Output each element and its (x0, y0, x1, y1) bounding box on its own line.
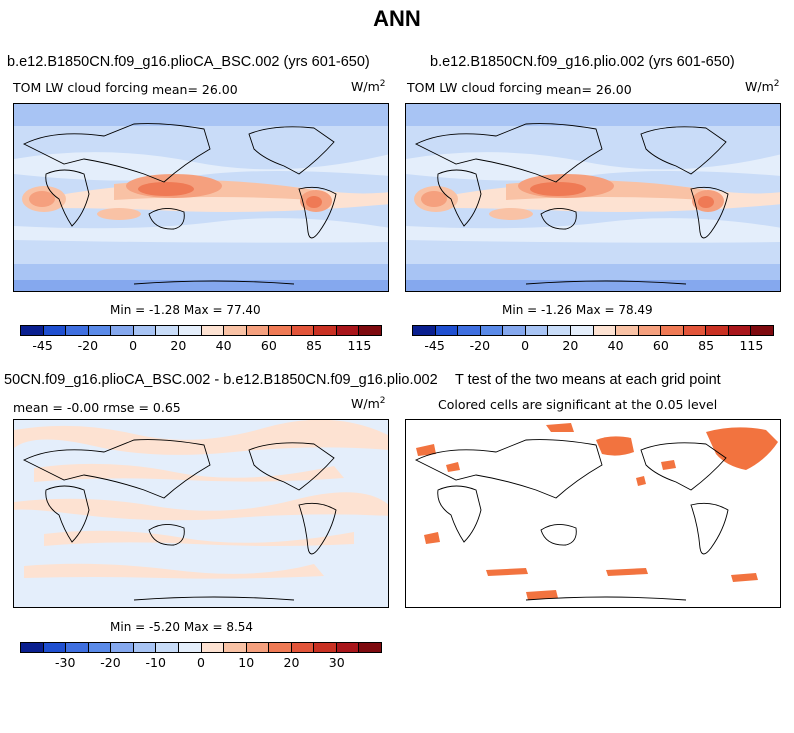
panel2-title: b.e12.B1850CN.f09_g16.plio.002 (yrs 601-… (430, 54, 735, 70)
colorbar-cell (43, 326, 67, 335)
colorbar-cell (359, 326, 381, 335)
colorbar-cell (156, 326, 179, 335)
colorbar-cell (661, 326, 684, 335)
panel4-map (405, 419, 781, 608)
colorbar-cell (178, 643, 202, 652)
colorbar-cell (728, 326, 752, 335)
colorbar-tick-label: 85 (698, 338, 715, 353)
colorbar-tick-label: 30 (328, 655, 345, 670)
colorbar-cell (246, 326, 270, 335)
colorbar-cell (706, 326, 729, 335)
colorbar-cell (133, 643, 157, 652)
panel4-title: T test of the two means at each grid poi… (455, 372, 721, 388)
colorbar-cell (246, 643, 270, 652)
colorbar-cell (413, 326, 436, 335)
colorbar-cell (359, 643, 381, 652)
panel2-units: W/m2 (745, 79, 780, 94)
colorbar-cell (21, 326, 44, 335)
panel1-mean: mean= 26.00 (152, 82, 238, 97)
colorbar-tick-label: -20 (77, 338, 99, 353)
colorbar-tick-label: -45 (32, 338, 53, 353)
panel1-map-graphic (14, 104, 388, 291)
colorbar-tick-label: 115 (347, 338, 372, 353)
colorbar-tick-label: 20 (283, 655, 300, 670)
colorbar-tick-label: 85 (306, 338, 323, 353)
colorbar-tick-label: 10 (238, 655, 255, 670)
figure-title: ANN (373, 6, 421, 31)
colorbar-tick-label: 60 (652, 338, 669, 353)
colorbar-cell (751, 326, 773, 335)
colorbar-cell (616, 326, 639, 335)
panel3-map-graphic (14, 420, 388, 607)
panel3-minmax: Min = -5.20 Max = 8.54 (110, 620, 254, 634)
colorbar-cell (503, 326, 526, 335)
colorbar-cell (66, 643, 89, 652)
panel2-map (405, 103, 781, 292)
colorbar-tick-label: 115 (739, 338, 764, 353)
colorbar-cell (269, 326, 292, 335)
colorbar-tick-label: 20 (562, 338, 579, 353)
colorbar-cell (88, 326, 112, 335)
panel1-colorbar (20, 325, 382, 336)
colorbar-tick-label: 0 (129, 338, 138, 353)
colorbar-cell (88, 643, 112, 652)
panel3-title: 50CN.f09_g16.plioCA_BSC.002 - b.e12.B185… (4, 372, 438, 388)
colorbar-cell (224, 326, 247, 335)
colorbar-tick-label: 40 (607, 338, 624, 353)
colorbar-cell (201, 643, 225, 652)
panel1-map (13, 103, 389, 292)
panel2-colorbar (412, 325, 774, 336)
panel4-map-graphic (406, 420, 780, 607)
panel2-minmax: Min = -1.26 Max = 78.49 (502, 303, 653, 317)
colorbar-cell (201, 326, 225, 335)
colorbar-tick-label: -30 (55, 655, 76, 670)
panel1-units: W/m2 (351, 79, 386, 94)
colorbar-tick-label: 60 (260, 338, 277, 353)
colorbar-cell (269, 643, 292, 652)
colorbar-cell (638, 326, 662, 335)
colorbar-tick-label: 40 (215, 338, 232, 353)
colorbar-cell (525, 326, 549, 335)
colorbar-cell (570, 326, 594, 335)
panel1-variable: TOM LW cloud forcing (13, 80, 149, 95)
panel2-variable: TOM LW cloud forcing (407, 80, 543, 95)
panel3-map (13, 419, 389, 608)
colorbar-cell (435, 326, 459, 335)
colorbar-cell (458, 326, 481, 335)
panel1-title: b.e12.B1850CN.f09_g16.plioCA_BSC.002 (yr… (7, 54, 370, 70)
colorbar-cell (133, 326, 157, 335)
colorbar-tick-label: -20 (100, 655, 121, 670)
colorbar-cell (156, 643, 179, 652)
colorbar-cell (480, 326, 504, 335)
colorbar-tick-label: -10 (145, 655, 166, 670)
colorbar-cell (314, 643, 337, 652)
colorbar-cell (111, 643, 134, 652)
panel1-minmax: Min = -1.28 Max = 77.40 (110, 303, 261, 317)
colorbar-cell (224, 643, 247, 652)
panel3-colorbar (20, 642, 382, 653)
panel3-units: W/m2 (351, 396, 386, 411)
colorbar-cell (314, 326, 337, 335)
colorbar-cell (111, 326, 134, 335)
colorbar-cell (43, 643, 67, 652)
colorbar-cell (336, 643, 360, 652)
colorbar-tick-label: -45 (424, 338, 445, 353)
colorbar-tick-label: 20 (170, 338, 187, 353)
colorbar-cell (21, 643, 44, 652)
colorbar-cell (683, 326, 707, 335)
colorbar-tick-label: -20 (469, 338, 491, 353)
colorbar-cell (336, 326, 360, 335)
colorbar-cell (178, 326, 202, 335)
colorbar-cell (548, 326, 571, 335)
panel2-mean: mean= 26.00 (546, 82, 632, 97)
colorbar-tick-label: 0 (197, 655, 205, 670)
panel4-subtitle: Colored cells are significant at the 0.0… (438, 397, 718, 412)
panel2-map-graphic (406, 104, 780, 291)
colorbar-cell (66, 326, 89, 335)
colorbar-cell (291, 326, 315, 335)
panel3-stats: mean = -0.00 rmse = 0.65 (13, 400, 181, 415)
colorbar-cell (291, 643, 315, 652)
colorbar-tick-label: 0 (521, 338, 530, 353)
colorbar-cell (593, 326, 617, 335)
